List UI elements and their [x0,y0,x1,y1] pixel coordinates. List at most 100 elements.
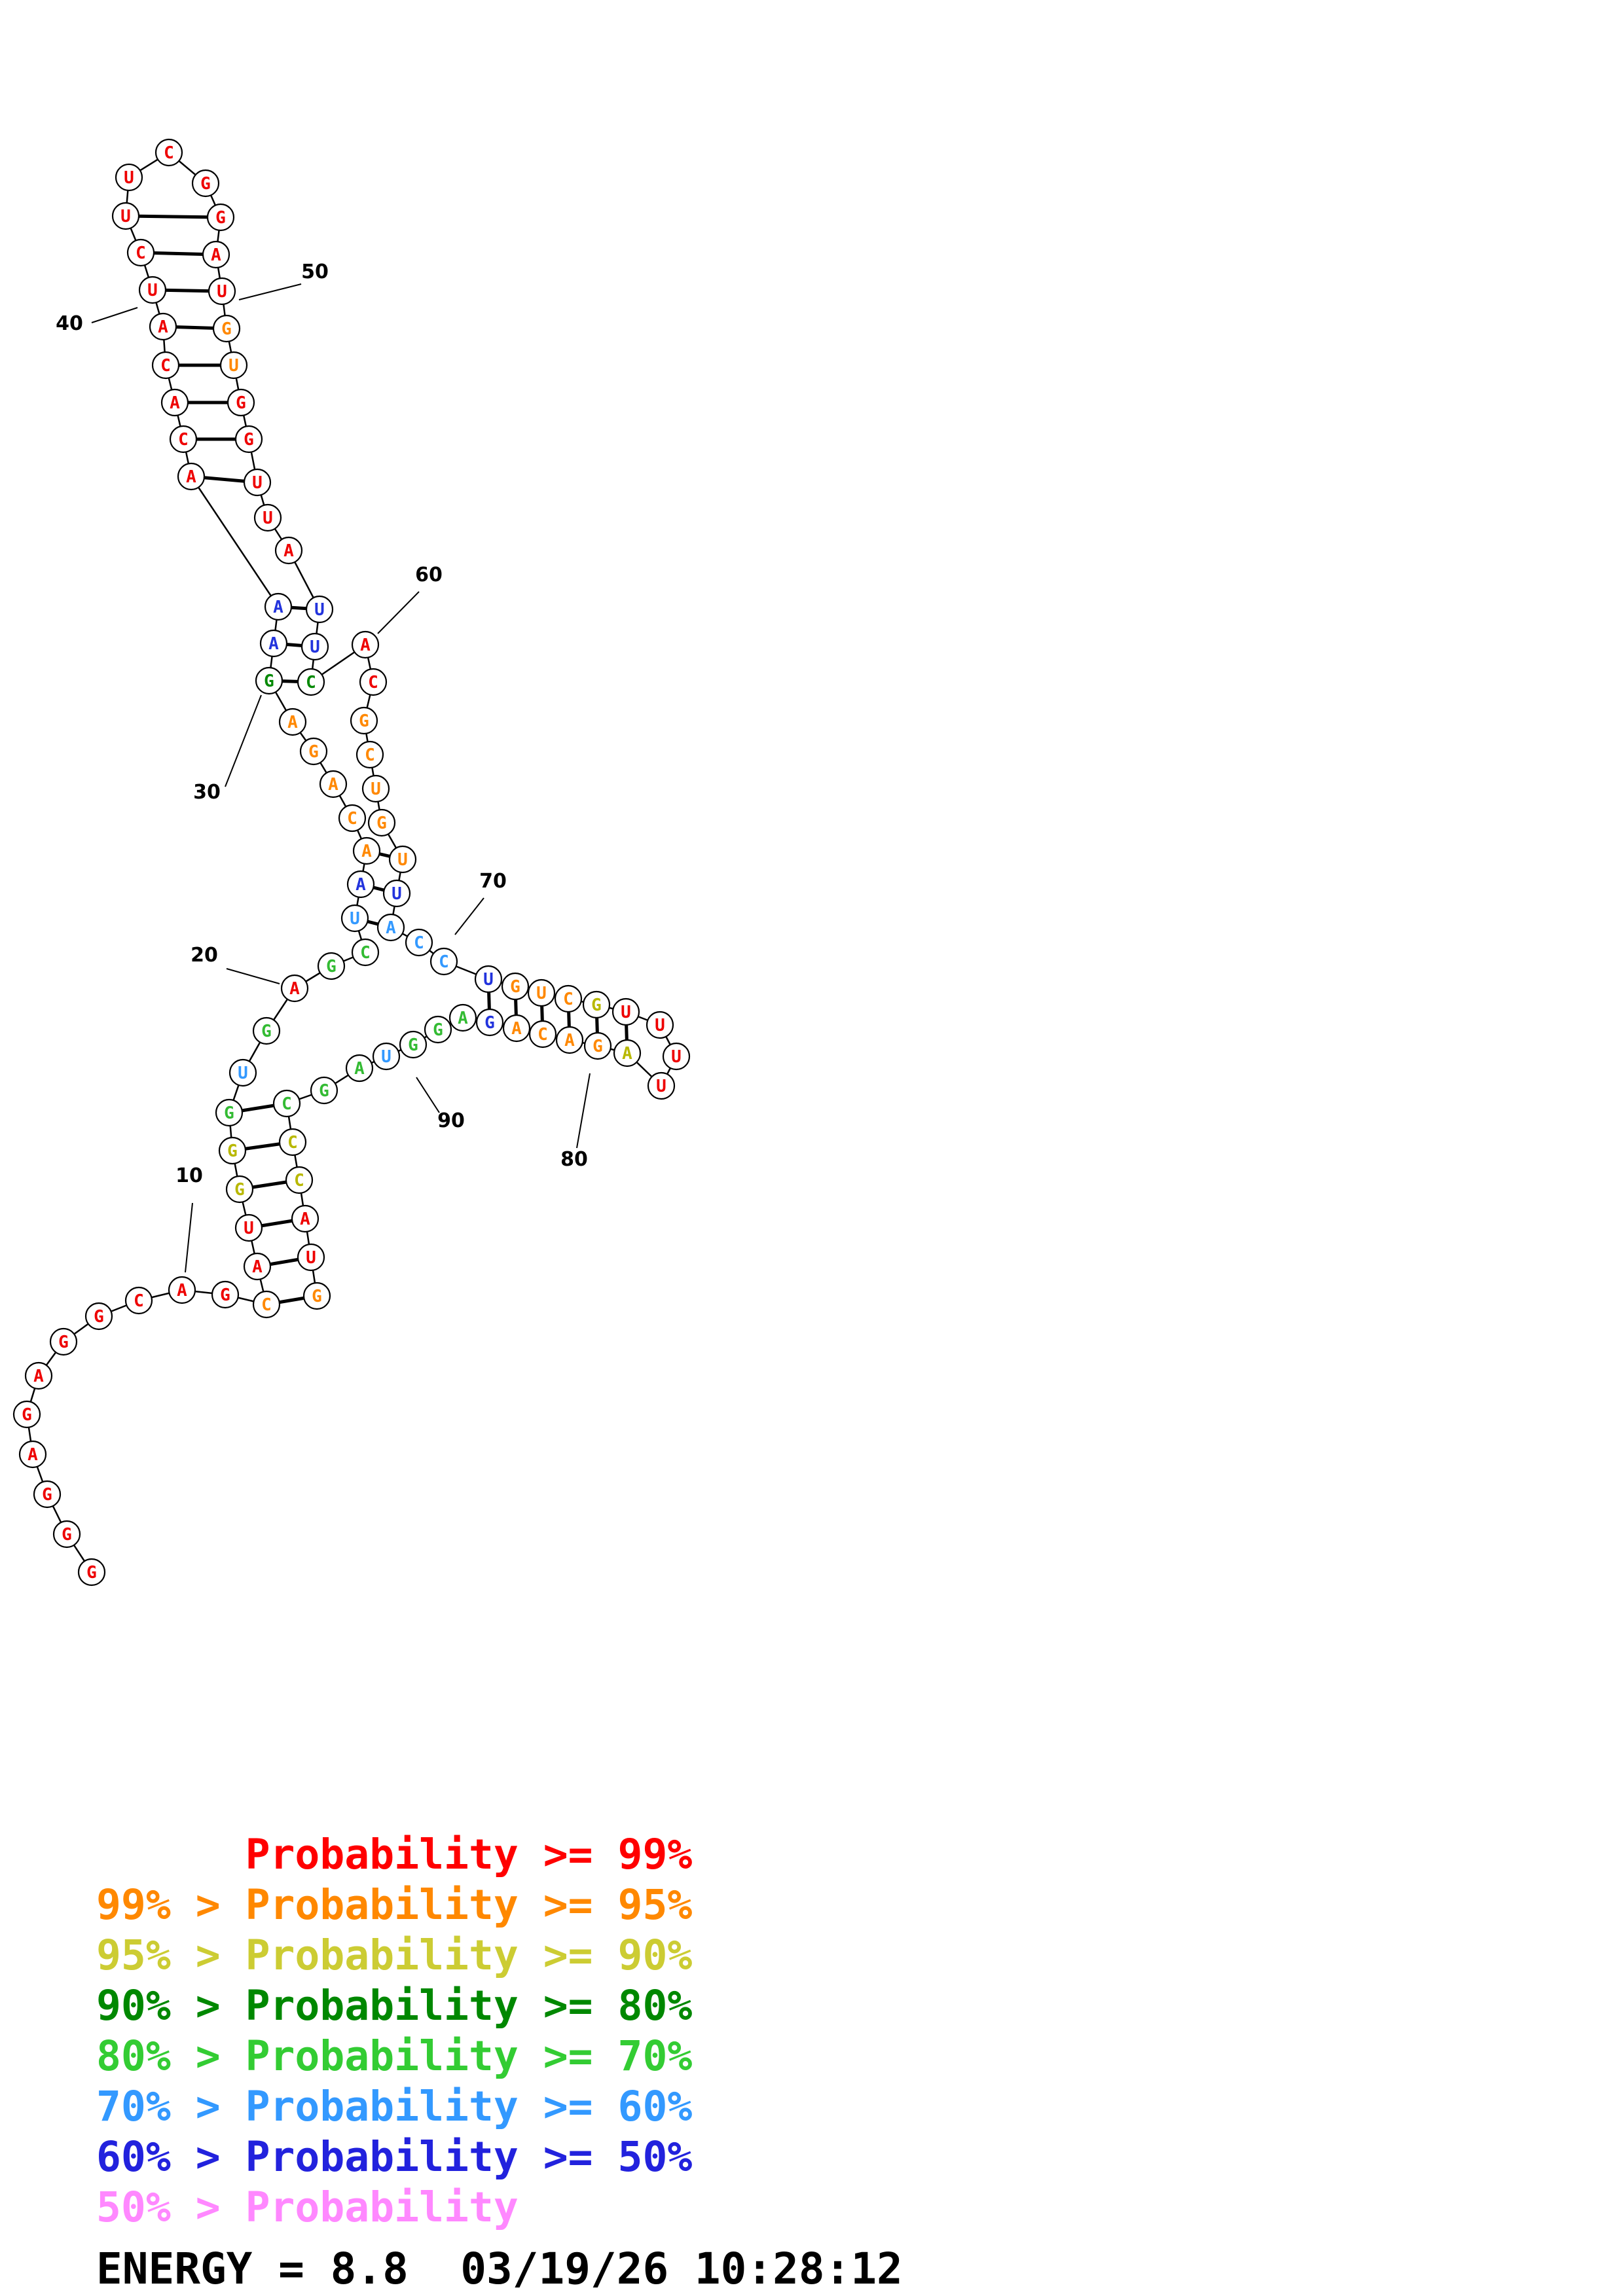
label-leader-line-90 [416,1077,440,1113]
nucleotide-base-55: U [310,637,320,657]
nucleotide-base-53: A [283,541,294,561]
nucleotide-circle-74 [646,1011,674,1039]
position-label-50: 50 [301,260,329,283]
nucleotide-base-48: U [228,356,239,376]
nucleotide-base-72: G [591,996,602,1015]
nucleotide-base-20: A [289,979,300,999]
probability-legend: Probability >= 99% 99% > Probability >= 9… [96,1829,692,2233]
nucleotide-base-22: C [360,943,371,963]
nucleotide-circle-69 [501,972,530,1001]
nucleotide-circle-61 [361,774,390,803]
nucleotide-circle-51 [243,468,272,497]
nucleotide-base-83: A [458,1009,468,1028]
nucleotide-circle-84 [424,1015,452,1044]
legend-row-8: 50% > Probability [96,2183,519,2231]
nucleotide-circle-68 [474,965,503,994]
nucleotide-circle-50 [234,425,263,454]
nucleotide-circle-43 [191,169,220,198]
nucleotide-base-45: A [211,245,221,265]
nucleotide-base-1: G [86,1563,97,1583]
nucleotide-base-87: A [354,1059,365,1079]
nucleotide-base-6: A [33,1367,44,1386]
nucleotide-circle-73 [611,997,640,1026]
nucleotide-circle-5 [12,1400,41,1429]
nucleotide-circle-28 [299,737,328,766]
nucleotide-base-5: G [22,1405,32,1425]
nucleotide-base-38: U [147,281,158,300]
nucleotide-circle-72 [582,990,611,1019]
nucleotide-circle-79 [555,1026,584,1054]
nucleotide-circle-82 [475,1008,504,1037]
position-label-20: 20 [191,944,218,967]
nucleotide-circle-3 [33,1480,62,1509]
nucleotide-circle-52 [253,503,282,532]
nucleotide-base-44: G [215,208,226,228]
nucleotide-base-19: G [261,1022,272,1041]
nucleotide-circle-89 [272,1089,301,1118]
nucleotide-base-29: A [287,713,298,732]
nucleotide-base-37: A [158,317,168,337]
nucleotide-base-73: U [621,1003,631,1022]
nucleotide-base-24: A [356,875,366,895]
nucleotide-circle-22 [351,938,380,967]
nucleotide-base-13: A [252,1257,263,1277]
energy-timestamp: ENERGY = 8.8 03/19/26 10:28:12 [96,2244,903,2294]
nucleotide-base-23: U [350,909,360,929]
nucleotide-base-26: C [347,809,357,829]
nucleotide-circle-44 [206,203,235,232]
nucleotide-base-79: A [564,1031,575,1050]
nucleotide-base-18: U [238,1064,248,1083]
label-leader-line-60 [377,591,420,634]
nucleotide-circle-34 [169,425,198,454]
nucleotide-circle-40 [111,202,140,230]
nucleotide-circle-18 [228,1058,257,1087]
nucleotide-circle-56 [297,668,325,696]
nucleotide-base-65: A [386,918,396,938]
nucleotide-circle-23 [340,904,369,933]
nucleotide-base-41: U [124,168,134,188]
nucleotide-base-88: G [319,1081,329,1101]
nucleotide-circle-20 [280,974,309,1003]
label-leader-line-40 [91,307,138,323]
nucleotide-base-94: G [312,1287,322,1306]
nucleotide-circle-45 [202,240,230,269]
nucleotide-circle-26 [338,804,367,833]
position-label-60: 60 [415,564,443,586]
nucleotide-circle-16 [218,1136,247,1165]
nucleotide-circle-58 [359,668,388,696]
nucleotide-base-63: U [397,850,408,870]
nucleotide-circle-59 [350,706,378,735]
nucleotide-circle-62 [367,808,396,837]
nucleotide-base-7: G [58,1333,69,1352]
nucleotide-circle-8 [84,1302,113,1331]
nucleotide-base-90: C [287,1133,298,1153]
nucleotide-base-76: U [656,1077,666,1096]
nucleotide-base-78: G [593,1037,603,1056]
nucleotide-circle-7 [49,1327,78,1356]
nucleotide-circle-66 [405,928,433,957]
nucleotide-base-81: A [511,1019,522,1039]
nucleotide-base-52: U [263,509,273,528]
position-label-30: 30 [193,781,221,804]
nucleotide-base-46: U [217,282,227,302]
nucleotide-circle-92 [291,1204,319,1233]
nucleotide-base-50: G [244,430,254,450]
nucleotide-circle-54 [305,595,334,624]
nucleotide-circle-70 [527,978,556,1007]
nucleotide-base-62: G [376,814,387,833]
nucleotide-base-39: C [136,243,146,263]
nucleotide-circle-1 [77,1558,106,1587]
legend-row-1: Probability >= 99% [96,1831,693,1878]
nucleotide-circle-4 [18,1440,47,1469]
nucleotide-base-70: U [536,984,547,1003]
nucleotide-circle-33 [177,462,206,491]
nucleotide-circle-36 [151,351,180,380]
nucleotide-base-4: A [27,1445,38,1465]
nucleotide-circle-15 [225,1175,254,1204]
nucleotide-circle-37 [149,312,177,341]
nucleotide-circle-12 [252,1290,281,1319]
nucleotide-circle-57 [351,630,380,659]
nucleotide-base-14: U [244,1219,254,1238]
nucleotide-base-89: C [282,1094,292,1114]
